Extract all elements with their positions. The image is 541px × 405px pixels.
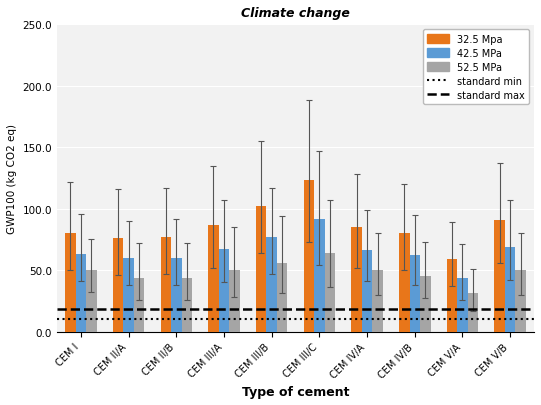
Bar [86,271,97,332]
Bar [516,271,526,332]
Bar [420,277,431,332]
Title: Climate change: Climate change [241,7,350,20]
Bar [325,253,335,332]
Bar [494,220,505,332]
Bar [208,225,219,332]
Bar [256,207,266,332]
Bar [266,237,277,332]
Bar [372,271,383,332]
Bar [113,239,123,332]
Bar [410,256,420,332]
Legend: 32.5 Mpa, 42.5 MPa, 52.5 MPa, standard min, standard max: 32.5 Mpa, 42.5 MPa, 52.5 MPa, standard m… [423,30,529,105]
Bar [229,271,240,332]
Bar [277,263,287,332]
Bar [447,260,457,332]
Bar [219,249,229,332]
Bar [468,294,478,332]
Bar [181,278,192,332]
Bar [76,254,86,332]
Bar [65,234,76,332]
Bar [304,181,314,332]
Bar [134,278,144,332]
Bar [314,219,325,332]
X-axis label: Type of cement: Type of cement [242,385,349,398]
Bar [505,247,516,332]
Bar [171,258,181,332]
Bar [457,278,468,332]
Bar [161,237,171,332]
Y-axis label: GWP100 (kg CO2 eq): GWP100 (kg CO2 eq) [7,124,17,233]
Bar [362,251,372,332]
Bar [399,234,410,332]
Bar [123,258,134,332]
Bar [351,228,362,332]
